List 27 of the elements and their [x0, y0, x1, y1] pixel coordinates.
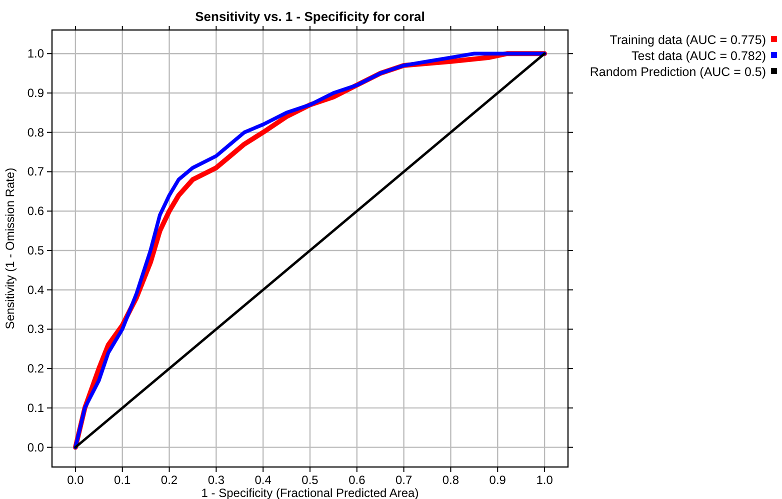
- y-tick-label: 0.4: [27, 282, 44, 297]
- x-tick-label: 1.0: [536, 473, 554, 487]
- y-tick-label: 0.9: [27, 86, 44, 100]
- x-tick-label: 0.0: [67, 473, 84, 487]
- x-tick-label: 0.9: [489, 473, 506, 487]
- y-tick-label: 0.2: [27, 362, 44, 376]
- chart-title: Sensitivity vs. 1 - Specificity for coral: [195, 9, 425, 24]
- y-tick-label: 1.0: [27, 46, 44, 61]
- legend-label: Random Prediction (AUC = 0.5): [590, 65, 766, 79]
- x-tick-label: 0.4: [254, 473, 272, 487]
- legend-label: Test data (AUC = 0.782): [632, 49, 766, 63]
- x-tick-label: 0.1: [114, 473, 132, 487]
- y-tick-label: 0.8: [27, 125, 44, 140]
- legend-label: Training data (AUC = 0.775): [610, 33, 766, 47]
- y-tick-label: 0.3: [27, 322, 44, 336]
- y-tick-label: 0.1: [27, 400, 44, 415]
- x-tick-label: 0.8: [442, 473, 460, 487]
- x-tick-label: 0.7: [395, 473, 412, 487]
- y-tick-label: 0.6: [27, 204, 44, 218]
- x-tick-label: 0.5: [302, 473, 319, 487]
- x-tick-label: 0.3: [208, 473, 225, 487]
- x-tick-label: 0.2: [160, 473, 178, 487]
- y-axis-title: Sensitivity (1 - Omission Rate): [3, 168, 17, 330]
- y-tick-label: 0.7: [27, 164, 44, 179]
- y-tick-label: 0.0: [27, 440, 44, 454]
- x-tick-label: 0.6: [348, 473, 366, 487]
- y-tick-label: 0.5: [27, 243, 44, 258]
